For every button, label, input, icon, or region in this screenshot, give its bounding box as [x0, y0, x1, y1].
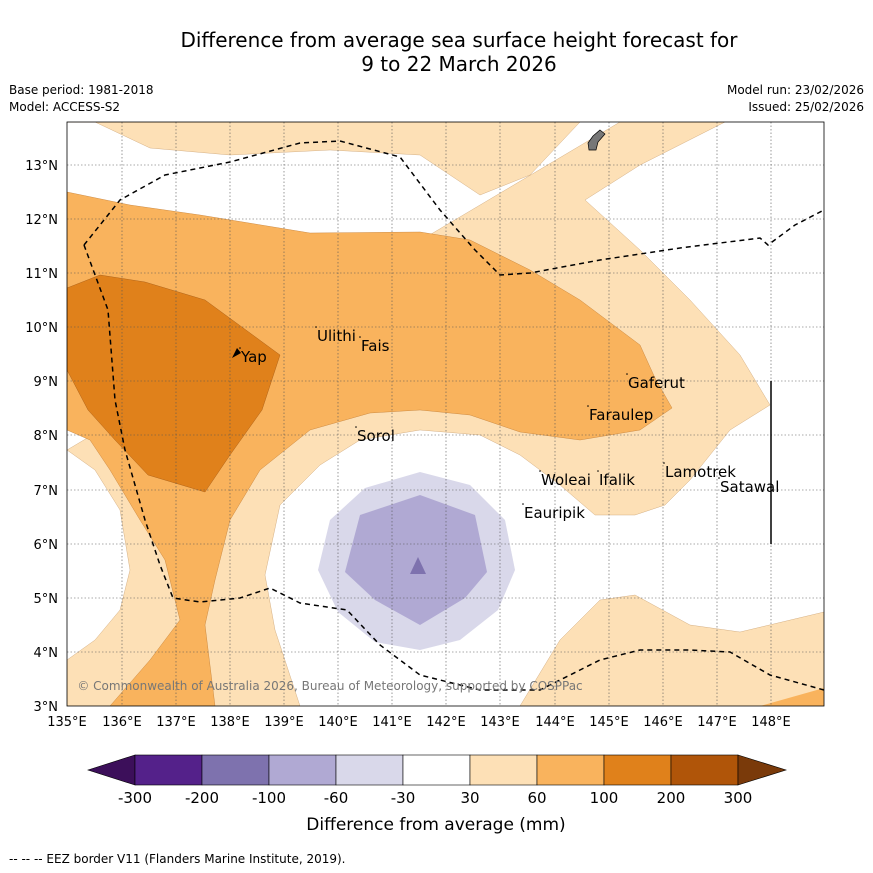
- lon-tick-label: 141°E: [372, 715, 412, 730]
- lon-tick-label: 143°E: [480, 715, 520, 730]
- lon-tick-label: 139°E: [264, 715, 304, 730]
- map-area: [67, 122, 824, 706]
- place-marker: [355, 426, 357, 428]
- footer-note: -- -- -- EEZ border V11 (Flanders Marine…: [9, 852, 346, 866]
- place-labels: Yap Ulithi Fais Sorol Gaferut Faraulep Woleai I…: [239, 326, 779, 522]
- island-yap: [232, 348, 241, 358]
- island-guam: [587, 129, 606, 151]
- place-marker: [597, 470, 599, 472]
- lon-tick-label: 148°E: [751, 715, 791, 730]
- eez-border: [83, 140, 824, 276]
- place-label: Woleai: [541, 471, 591, 489]
- colorbar-label: 100: [590, 789, 619, 807]
- base-period: Base period: 1981-2018: [9, 83, 154, 97]
- colorbar-cell: [268, 754, 337, 786]
- lon-tick-label: 138°E: [210, 715, 250, 730]
- lat-tick-label: 13°N: [25, 159, 58, 174]
- place-marker: [626, 373, 628, 375]
- title-line-2: 9 to 22 March 2026: [361, 52, 557, 76]
- colorbar-label: -300: [118, 789, 152, 807]
- lon-tick-label: 135°E: [47, 715, 87, 730]
- chart-title: Difference from average sea surface heig…: [120, 28, 798, 76]
- colorbar-cell: [536, 754, 605, 786]
- lat-tick-label: 12°N: [25, 213, 58, 228]
- lat-tick-label: 7°N: [34, 484, 59, 499]
- lat-tick-label: 10°N: [25, 321, 58, 336]
- issued-date: Issued: 25/02/2026: [748, 100, 864, 114]
- place-label: Yap: [240, 348, 267, 366]
- colorbar-cell: [335, 754, 404, 786]
- meta-left: Base period: 1981-2018 Model: ACCESS-S2: [9, 82, 154, 116]
- place-label: Ulithi: [317, 327, 356, 345]
- model-run: Model run: 23/02/2026: [726, 83, 864, 97]
- colorbar-label: 200: [657, 789, 686, 807]
- colorbar: -300 -200 -100 -60 -30 30 60 100 200 300: [87, 754, 788, 807]
- lat-tick-label: 8°N: [34, 429, 59, 444]
- eez-border-west: [83, 244, 824, 691]
- lon-axis: 135°E 136°E 137°E 138°E 139°E 140°E 141°E 142°E…: [47, 715, 791, 730]
- colorbar-label: -200: [185, 789, 219, 807]
- place-marker: [315, 326, 317, 328]
- place-label: Fais: [361, 337, 390, 355]
- place-label: Ifalik: [599, 471, 635, 489]
- place-marker: [522, 503, 524, 505]
- colorbar-cell: [402, 754, 471, 786]
- contour-neg-60-100: [345, 495, 487, 625]
- place-label: Gaferut: [628, 374, 685, 392]
- colorbar-label: 300: [724, 789, 753, 807]
- colorbar-extend-low: [87, 754, 136, 786]
- map-frame: [66, 121, 825, 707]
- colorbar-title: Difference from average (mm): [306, 815, 565, 835]
- colorbar-cell: [134, 754, 203, 786]
- lat-tick-label: 11°N: [25, 267, 58, 282]
- colorbar-label: 30: [460, 789, 479, 807]
- place-label: Eauripik: [524, 504, 585, 522]
- place-label: Satawal: [720, 478, 779, 496]
- colorbar-cell: [201, 754, 270, 786]
- lon-tick-label: 137°E: [156, 715, 196, 730]
- lon-tick-label: 144°E: [535, 715, 575, 730]
- colorbar-label: -100: [252, 789, 286, 807]
- lat-tick-label: 5°N: [34, 592, 59, 607]
- title-line-1: Difference from average sea surface heig…: [180, 28, 738, 52]
- place-label: Lamotrek: [665, 463, 736, 481]
- colorbar-label: 60: [527, 789, 546, 807]
- copyright-note: © Commonwealth of Australia 2026, Bureau…: [77, 679, 582, 693]
- place-marker: [239, 347, 241, 349]
- lat-tick-label: 4°N: [34, 646, 59, 661]
- lat-tick-label: 3°N: [34, 700, 59, 715]
- gridlines: [67, 122, 824, 706]
- colorbar-cell: [603, 754, 672, 786]
- lon-tick-label: 142°E: [426, 715, 466, 730]
- place-label: Sorol: [357, 427, 395, 445]
- lat-tick-label: 6°N: [34, 538, 59, 553]
- colorbar-label: -60: [324, 789, 349, 807]
- lon-tick-label: 145°E: [589, 715, 629, 730]
- place-marker: [718, 477, 720, 479]
- lon-tick-label: 140°E: [318, 715, 358, 730]
- place-label: Faraulep: [589, 406, 653, 424]
- colorbar-cell: [469, 754, 538, 786]
- place-marker: [587, 405, 589, 407]
- lon-tick-label: 146°E: [643, 715, 683, 730]
- lat-tick-label: 9°N: [34, 375, 59, 390]
- place-marker: [663, 462, 665, 464]
- place-marker: [359, 336, 361, 338]
- meta-right: Model run: 23/02/2026 Issued: 25/02/2026: [727, 82, 864, 116]
- contour-neg-100-200: [410, 557, 426, 574]
- colorbar-extend-high: [737, 754, 788, 786]
- lon-tick-label: 147°E: [697, 715, 737, 730]
- lon-tick-label: 136°E: [102, 715, 142, 730]
- place-marker: [539, 470, 541, 472]
- contour-30-60: [67, 122, 824, 706]
- model-name: Model: ACCESS-S2: [9, 100, 121, 114]
- lat-axis: 3°N 4°N 5°N 6°N 7°N 8°N 9°N 10°N 11°N 12°N 13°N: [25, 159, 58, 715]
- colorbar-cell: [670, 754, 739, 786]
- colorbar-label: -30: [391, 789, 416, 807]
- contour-60-100-south: [760, 688, 824, 706]
